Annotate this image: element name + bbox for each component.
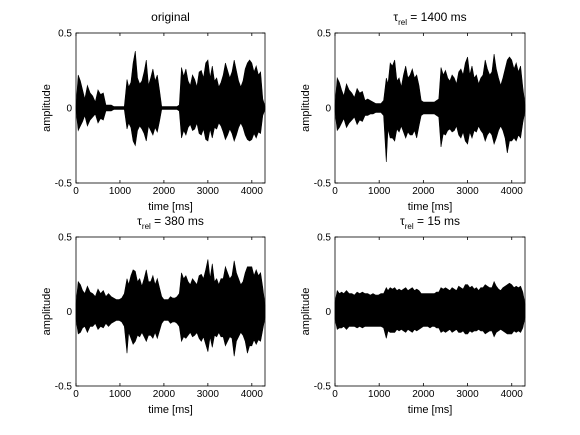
y-tick-label: -0.5 (314, 179, 332, 190)
subplot-title: τrel = 15 ms (400, 214, 460, 231)
subplot-title: τrel = 380 ms (137, 214, 204, 231)
y-axis-label: amplitude (300, 288, 312, 336)
y-axis-label: amplitude (41, 84, 53, 132)
y-tick-label: 0.5 (58, 29, 72, 40)
x-tick-label: 4000 (241, 389, 264, 400)
x-tick-label: 2000 (153, 186, 176, 197)
y-tick-label: 0 (66, 307, 72, 318)
y-tick-label: -0.5 (314, 382, 332, 393)
y-axis-label: amplitude (300, 84, 312, 132)
waveform-trace (334, 53, 526, 163)
x-tick-label: 2000 (153, 389, 176, 400)
x-axis-label: time [ms] (408, 201, 453, 213)
title-symbol: τ (400, 214, 405, 228)
x-tick-label: 4000 (501, 389, 524, 400)
waveform-trace (75, 50, 266, 147)
title-value: = 15 ms (414, 214, 460, 228)
subplot-title: τrel = 1400 ms (393, 10, 466, 27)
title-symbol: τ (393, 10, 398, 24)
y-tick-label: 0.5 (317, 29, 331, 40)
x-tick-label: 0 (332, 389, 338, 400)
x-tick-label: 1000 (109, 389, 132, 400)
x-tick-label: 3000 (456, 389, 479, 400)
y-tick-label: 0.5 (317, 233, 331, 244)
x-tick-label: 3000 (197, 186, 220, 197)
x-tick-label: 2000 (412, 389, 435, 400)
waveform-trace (334, 280, 526, 339)
x-tick-label: 0 (73, 186, 79, 197)
title-symbol: τ (137, 214, 142, 228)
x-tick-label: 0 (73, 389, 79, 400)
y-tick-label: 0 (66, 104, 72, 115)
y-tick-label: -0.5 (55, 179, 73, 190)
x-axis-label: time [ms] (148, 201, 193, 213)
x-tick-label: 3000 (197, 389, 220, 400)
y-tick-label: 0 (325, 307, 331, 318)
title-subscript: rel (398, 18, 407, 27)
x-tick-label: 1000 (368, 186, 391, 197)
title-subscript: rel (142, 222, 151, 231)
y-tick-label: 0 (325, 104, 331, 115)
title-value: = 380 ms (151, 214, 204, 228)
x-axis-label: time [ms] (148, 404, 193, 416)
y-tick-label: 0.5 (58, 233, 72, 244)
x-axis-label: time [ms] (408, 404, 453, 416)
title-subscript: rel (405, 222, 414, 231)
x-tick-label: 4000 (241, 186, 264, 197)
subplot-title: original (151, 10, 190, 24)
y-tick-label: -0.5 (55, 382, 73, 393)
x-tick-label: 2000 (412, 186, 435, 197)
x-tick-label: 1000 (368, 389, 391, 400)
x-tick-label: 3000 (456, 186, 479, 197)
title-value: = 1400 ms (407, 10, 467, 24)
waveform-trace (75, 259, 266, 357)
x-tick-label: 0 (332, 186, 338, 197)
x-tick-label: 1000 (109, 186, 132, 197)
y-axis-label: amplitude (41, 288, 53, 336)
x-tick-label: 4000 (501, 186, 524, 197)
